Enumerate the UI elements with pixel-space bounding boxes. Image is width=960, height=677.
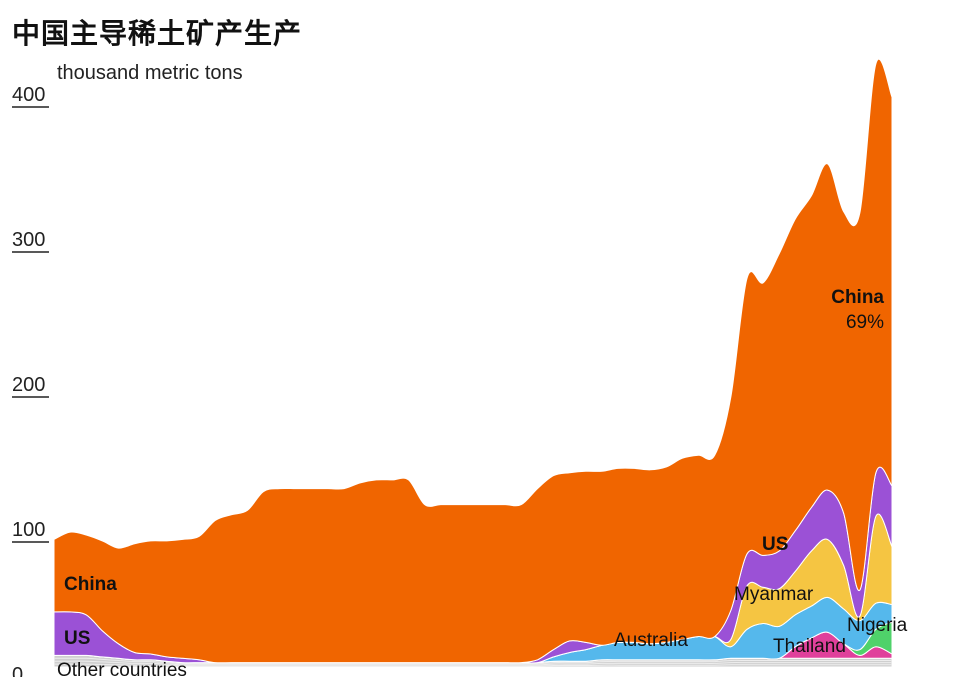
series-share-china: 69%: [846, 312, 884, 333]
series-labels: China China 69% US US Myanmar Australia …: [57, 287, 908, 677]
y-tick-label-0: 0: [12, 664, 23, 677]
y-tick-label-400: 400: [12, 84, 45, 106]
series-label-other-countries: Other countries: [57, 660, 187, 677]
series-area-china: [53, 59, 893, 664]
other-countries-line-1: [54, 663, 892, 667]
other-countries-line-2: [54, 660, 892, 666]
series-label-china-left: China: [64, 574, 117, 595]
y-axis: 0 100 200 300 400: [12, 84, 49, 677]
series-label-china-right: China: [831, 287, 884, 308]
y-tick-label-200: 200: [12, 374, 45, 396]
series-label-nigeria: Nigeria: [847, 615, 908, 636]
series-label-myanmar: Myanmar: [734, 584, 814, 605]
series-label-australia: Australia: [614, 630, 688, 651]
series-label-us-right: US: [762, 534, 788, 555]
y-tick-label-100: 100: [12, 519, 45, 541]
series-label-thailand: Thailand: [773, 636, 846, 657]
chart-title: 中国主导稀土矿产生产: [12, 17, 303, 50]
other-countries-line-3: [54, 657, 892, 665]
y-axis-unit-label: thousand metric tons: [57, 62, 243, 84]
y-tick-label-300: 300: [12, 229, 45, 251]
series-areas: [53, 59, 893, 668]
series-label-us-left: US: [64, 628, 90, 649]
